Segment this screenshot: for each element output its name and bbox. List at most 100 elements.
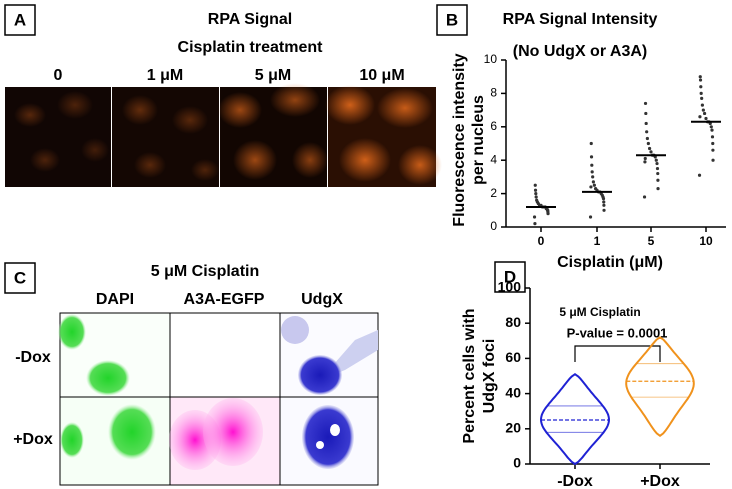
x-tick-label: 0 (538, 234, 545, 248)
data-point (710, 128, 714, 132)
data-point (534, 192, 538, 196)
x-tick-label: +Dox (640, 473, 680, 489)
y-axis-label: Fluorescence intensity (451, 53, 468, 226)
data-point (643, 101, 648, 106)
annotation: P-value = 0.0001 (567, 325, 668, 340)
data-point (533, 222, 537, 226)
data-point (704, 116, 708, 121)
data-point (602, 200, 606, 204)
data-point (643, 156, 647, 161)
data-point (534, 195, 538, 199)
data-point (591, 180, 595, 184)
data-point (700, 96, 704, 101)
data-point (700, 103, 704, 107)
chart-subtitle: (No UdgX or A3A) (513, 43, 648, 60)
panel-label: A (14, 10, 26, 29)
panel-label: D (504, 267, 516, 286)
data-point (654, 158, 658, 162)
data-point (711, 158, 715, 162)
data-point (655, 166, 660, 171)
data-point (533, 188, 538, 192)
data-point (710, 135, 715, 139)
micrograph-row-a (5, 83, 442, 187)
y-tick-label: 6 (490, 119, 497, 133)
column-label: DAPI (96, 291, 134, 308)
panel-title: 5 μM Cisplatin (151, 263, 259, 280)
panel-title: Cisplatin treatment (178, 39, 324, 56)
column-label: A3A-EGFP (184, 291, 265, 308)
data-point (535, 198, 539, 202)
data-point (593, 186, 598, 191)
x-tick-label: 5 (648, 234, 655, 248)
chart-title: RPA Signal Intensity (503, 11, 658, 28)
data-point (701, 108, 705, 112)
y-tick-label: 0 (513, 455, 521, 471)
y-tick-label: 80 (505, 314, 521, 330)
x-axis-label: Cisplatin (μM) (557, 254, 663, 271)
data-point (649, 150, 653, 154)
violin-outline (539, 372, 611, 466)
data-point (644, 111, 648, 116)
panel-title: RPA Signal (208, 11, 292, 28)
data-point (533, 183, 537, 187)
panel-label-box (4, 262, 36, 294)
data-point (589, 155, 594, 159)
data-point (532, 215, 537, 219)
y-tick-label: 10 (484, 52, 498, 66)
annotation: 5 μM Cisplatin (559, 305, 640, 319)
data-point (645, 130, 649, 134)
data-point (647, 146, 652, 151)
data-point (656, 186, 660, 191)
y-tick-label: 8 (490, 86, 497, 100)
y-tick-label: 0 (490, 219, 497, 233)
y-tick-label: 4 (490, 152, 497, 166)
column-label: 10 μM (359, 67, 404, 84)
y-axis-label: Percent cells with (461, 308, 478, 443)
y-axis-label: UdgX foci (481, 339, 498, 414)
panel-label-box (436, 4, 468, 36)
x-tick-label: 1 (594, 234, 601, 248)
panel-label-box (4, 4, 36, 36)
y-tick-label: 20 (505, 420, 521, 436)
data-point (656, 171, 660, 176)
data-point (698, 115, 702, 119)
data-point (592, 183, 596, 187)
data-point (655, 161, 659, 166)
panel-label: C (14, 268, 26, 287)
data-point (702, 111, 707, 116)
column-label: UdgX (301, 291, 343, 308)
data-point (591, 175, 595, 179)
column-label: 5 μM (255, 67, 291, 84)
row-label: -Dox (15, 349, 51, 366)
data-point (709, 125, 713, 129)
y-tick-label: 2 (490, 186, 497, 200)
panel-label-box (494, 261, 526, 293)
y-tick-label: 60 (505, 349, 521, 365)
column-label: 0 (54, 67, 63, 84)
data-point (646, 141, 650, 146)
x-tick-label: -Dox (557, 473, 593, 489)
data-point (698, 78, 703, 82)
row-label: +Dox (13, 431, 53, 448)
data-point (697, 173, 702, 177)
data-point (645, 136, 649, 141)
panel-label: B (446, 10, 458, 29)
data-point (589, 141, 593, 146)
data-point (602, 203, 606, 207)
data-point (699, 91, 703, 95)
data-point (642, 195, 647, 199)
micrograph-cells-c (58, 314, 378, 470)
data-point (590, 163, 594, 167)
data-point (711, 148, 715, 152)
data-point (589, 185, 593, 189)
data-point (590, 170, 594, 174)
column-label: 1 μM (147, 67, 183, 84)
data-point (644, 121, 648, 126)
data-point (699, 85, 703, 89)
data-point (602, 208, 606, 212)
data-point (588, 215, 593, 219)
data-point (698, 75, 702, 79)
y-tick-label: 40 (505, 384, 521, 400)
y-tick-label: 100 (498, 279, 522, 295)
data-point (656, 178, 660, 182)
